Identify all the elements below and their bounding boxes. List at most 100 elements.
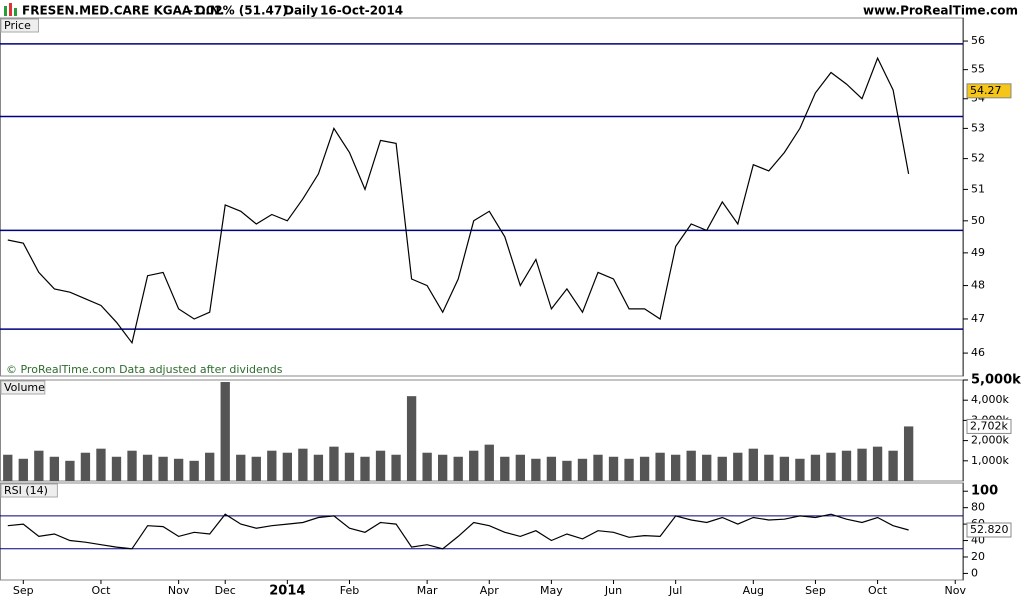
volume-bar: [593, 454, 603, 481]
x-tick-label: Sep: [805, 584, 826, 597]
y-tick-label: 49: [971, 246, 985, 259]
series-line: [7, 56, 910, 345]
last-value-label: 2,702k: [970, 419, 1008, 432]
panel-title-box: [0, 483, 58, 498]
volume-bar: [282, 452, 293, 481]
volume-bar: [453, 456, 463, 481]
volume-bar: [96, 448, 106, 481]
volume-bar: [236, 454, 246, 481]
volume-bar: [515, 454, 525, 481]
volume-bar: [546, 456, 557, 481]
y-tick-label: 50: [971, 214, 985, 227]
volume-bar: [639, 456, 650, 481]
y-tick-label: 46: [971, 346, 985, 359]
volume-bar: [484, 444, 494, 481]
y-tick-label: 52: [971, 152, 985, 165]
last-value-label: 54.27: [970, 84, 1002, 97]
volume-bar: [49, 456, 60, 481]
volume-bar: [562, 460, 572, 481]
volume-bar: [857, 448, 867, 481]
y-tick-label: 56: [971, 34, 985, 47]
y-tick-label: 53: [971, 121, 985, 134]
y-tick-label: 48: [971, 279, 985, 292]
x-tick-label: Jun: [604, 584, 622, 597]
y-tick-label: 55: [971, 63, 985, 76]
last-value-box: [966, 418, 1012, 434]
date: 16-Oct-2014: [320, 4, 403, 18]
volume-bar: [344, 452, 355, 481]
x-tick-label: Apr: [480, 584, 500, 597]
volume-bar: [189, 460, 199, 481]
volume-bar: [3, 454, 13, 481]
volume-bar: [173, 458, 184, 481]
x-tick-label: Oct: [868, 584, 888, 597]
x-tick-label: Jul: [668, 584, 682, 597]
volume-bar: [469, 450, 479, 481]
volume-bar: [329, 446, 339, 481]
volume-bar: [810, 454, 821, 481]
volume-bar: [686, 450, 696, 481]
x-tick-label: Nov: [168, 584, 190, 597]
volume-bar: [702, 454, 712, 481]
volume-bar: [158, 456, 168, 481]
volume-bar: [624, 458, 634, 481]
volume-bar: [577, 458, 588, 481]
y-tick-label: 100: [971, 484, 998, 499]
volume-bar: [795, 458, 805, 481]
volume-bar: [65, 460, 75, 481]
volume-bar: [608, 456, 619, 481]
volume-bar: [34, 450, 44, 481]
watermark: © ProRealTime.com Data adjusted after di…: [6, 363, 283, 376]
volume-bar: [298, 448, 308, 481]
volume-bar: [391, 454, 401, 481]
volume-bar: [220, 382, 230, 481]
x-tick-label: 2014: [269, 584, 305, 599]
panel-title: RSI (14): [4, 484, 48, 497]
y-tick-label: 4,000k: [971, 393, 1009, 406]
panel-title-box: [0, 18, 39, 33]
volume-bar: [127, 450, 137, 481]
y-tick-label: 5,000k: [971, 373, 1021, 388]
panel-title: Price: [4, 19, 31, 32]
last-value-box: [966, 522, 1012, 538]
x-tick-label: Nov: [944, 584, 966, 597]
x-tick-label: Oct: [91, 584, 111, 597]
volume-bar: [205, 452, 215, 481]
volume-bar: [872, 446, 883, 481]
panel-title-box: [0, 380, 46, 395]
y-tick-label: 20: [971, 550, 985, 563]
volume-bar: [111, 456, 122, 481]
y-tick-label: 47: [971, 312, 985, 325]
volume-bar: [779, 456, 790, 481]
volume-bar: [888, 450, 898, 481]
x-tick-label: Sep: [13, 584, 34, 597]
x-tick-label: May: [540, 584, 563, 597]
volume-bar: [826, 452, 836, 481]
volume-bar: [251, 456, 261, 481]
panel-title: Volume: [4, 381, 45, 394]
site: www.ProRealTime.com: [863, 4, 1018, 18]
volume-bar: [267, 450, 277, 481]
last-value-label: 52.820: [970, 523, 1009, 536]
volume-bar: [655, 452, 665, 481]
volume-bar: [313, 454, 324, 481]
period: Daily: [284, 4, 318, 18]
symbol: FRESEN.MED.CARE KGAA O.N.: [22, 4, 224, 18]
volume-bar: [80, 452, 91, 481]
volume-bar: [670, 454, 681, 481]
x-tick-label: Aug: [743, 584, 764, 597]
volume-bar: [142, 454, 153, 481]
change: -1.02% (51.47): [188, 4, 288, 18]
y-tick-label: 51: [971, 182, 985, 195]
volume-bar: [422, 452, 432, 481]
x-tick-label: Dec: [215, 584, 236, 597]
series-line: [7, 513, 909, 550]
volume-bar: [531, 458, 541, 481]
x-tick-label: Mar: [417, 584, 438, 597]
last-value-box: [966, 83, 1012, 99]
logo: [4, 3, 17, 16]
x-tick-label: Feb: [340, 584, 359, 597]
volume-bar: [717, 456, 727, 481]
